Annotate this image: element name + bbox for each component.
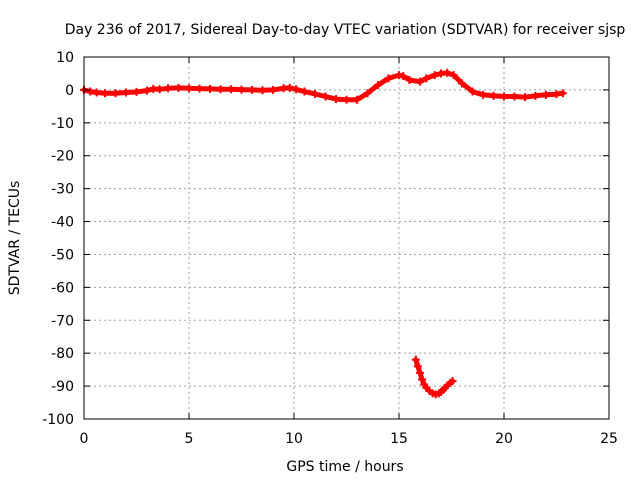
data-point <box>321 92 330 101</box>
y-tick-label: -40 <box>51 215 74 231</box>
data-point <box>206 84 214 93</box>
data-point <box>155 85 164 94</box>
data-point <box>292 85 301 94</box>
data-layer <box>80 68 567 399</box>
data-point <box>122 88 130 97</box>
data-point <box>195 84 204 93</box>
data-point <box>269 85 277 94</box>
data-point <box>258 86 267 95</box>
data-point <box>332 95 340 104</box>
y-tick-label: -70 <box>51 313 74 329</box>
y-tick-label: 10 <box>56 50 74 66</box>
y-tick-label: -90 <box>51 379 74 395</box>
data-point <box>479 90 487 99</box>
data-point <box>449 71 458 80</box>
data-point <box>374 80 382 89</box>
data-point <box>363 89 372 98</box>
x-tick-label: 10 <box>285 431 303 447</box>
data-point <box>531 91 540 100</box>
plot-border <box>83 56 610 420</box>
data-point <box>405 76 414 85</box>
data-point <box>418 375 427 384</box>
data-point <box>300 87 309 96</box>
data-point <box>248 85 256 94</box>
data-point <box>216 85 225 94</box>
data-point <box>413 362 422 371</box>
data-point <box>416 77 424 86</box>
data-point <box>353 95 361 104</box>
y-tick-label: -20 <box>51 149 74 165</box>
data-point <box>164 84 172 93</box>
x-tick-label: 15 <box>390 431 408 447</box>
data-point <box>185 84 193 93</box>
data-point <box>500 92 508 101</box>
data-point <box>510 92 519 101</box>
series-2 <box>411 355 457 399</box>
chart-title: Day 236 of 2017, Sidereal Day-to-day VTE… <box>65 22 626 38</box>
data-point <box>443 68 452 77</box>
data-point <box>468 87 477 96</box>
data-point <box>521 93 529 102</box>
y-tick-label: -50 <box>51 247 74 263</box>
data-point <box>422 74 431 83</box>
y-tick-label: 0 <box>65 83 74 99</box>
y-tick-label: -30 <box>51 182 74 198</box>
data-point <box>489 91 498 100</box>
data-point <box>384 74 393 83</box>
data-point <box>416 368 424 377</box>
y-tick-label: -80 <box>51 346 74 362</box>
data-point <box>285 83 294 92</box>
x-tick-label: 0 <box>80 431 89 447</box>
series-1 <box>80 68 567 104</box>
data-point <box>448 377 457 386</box>
data-point <box>237 85 246 94</box>
data-point <box>101 89 109 98</box>
data-point <box>174 83 183 92</box>
data-point <box>558 89 567 98</box>
y-tick-label: -100 <box>42 412 74 428</box>
data-point <box>399 72 408 81</box>
ticks: 0 5 10 15 20 25 10 0 -10 -20 -30 -40 -50 -60 -70 -80 -90… <box>42 50 618 447</box>
y-axis-label: SDTVAR / TECUs <box>7 181 23 296</box>
data-point <box>111 89 120 98</box>
x-tick-label: 25 <box>600 431 618 447</box>
x-tick-label: 5 <box>185 431 194 447</box>
data-point <box>342 95 351 104</box>
data-point <box>311 89 319 98</box>
data-point <box>92 88 101 97</box>
y-tick-label: -10 <box>51 116 74 132</box>
x-axis-label: GPS time / hours <box>286 459 403 475</box>
data-point <box>132 87 141 96</box>
data-point <box>227 85 235 94</box>
data-point <box>411 355 420 364</box>
data-point <box>458 79 466 88</box>
data-point <box>430 71 439 80</box>
data-point <box>542 90 550 99</box>
x-tick-label: 20 <box>495 431 513 447</box>
y-tick-label: -60 <box>51 280 74 296</box>
data-point <box>143 86 151 95</box>
grid <box>84 57 609 419</box>
